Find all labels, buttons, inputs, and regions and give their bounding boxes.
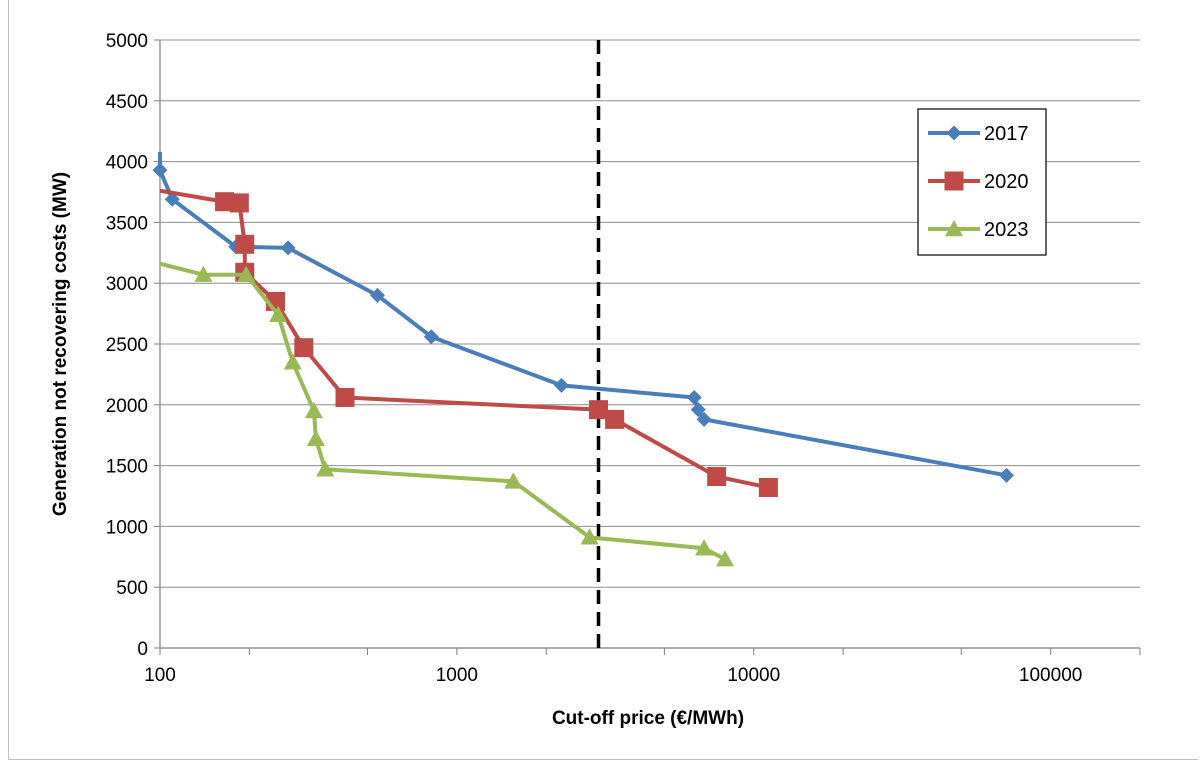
data-point: [423, 329, 439, 345]
data-point: [229, 193, 249, 213]
x-tick-label: 100: [144, 665, 176, 686]
y-tick-label: 3500: [106, 213, 148, 234]
data-point: [695, 539, 714, 556]
x-tick-label: 10000: [727, 665, 780, 686]
y-tick-label: 4000: [106, 153, 148, 174]
y-tick-label: 1500: [106, 457, 148, 478]
legend-item-2020: 2020: [928, 171, 1029, 193]
data-point: [605, 409, 625, 429]
y-tick-label: 0: [137, 639, 148, 660]
x-axis-title: Cut-off price (€/MWh): [552, 708, 744, 729]
data-point: [280, 240, 296, 256]
y-tick-label: 2000: [106, 396, 148, 417]
legend-label: 2017: [984, 123, 1029, 145]
y-tick-label: 4500: [106, 92, 148, 113]
series-2020: [159, 188, 778, 497]
data-point: [164, 191, 180, 207]
data-point: [294, 338, 314, 358]
legend-label: 2023: [984, 219, 1029, 241]
data-point: [152, 162, 168, 178]
series-line: [158, 151, 1007, 478]
chart-frame: [8, 0, 1198, 760]
data-point: [946, 125, 962, 141]
data-point: [707, 467, 727, 487]
series-2023: [159, 261, 734, 567]
y-tick-label: 1000: [106, 517, 148, 538]
data-point: [316, 460, 335, 477]
data-point: [237, 265, 256, 282]
series-group: [152, 151, 1014, 567]
axes: [154, 39, 1141, 655]
data-point: [690, 402, 706, 418]
data-point: [589, 400, 609, 420]
data-point: [715, 550, 734, 567]
data-point: [283, 353, 302, 370]
data-point: [696, 411, 712, 427]
legend-item-2023: 2023: [928, 219, 1029, 241]
legend-item-2017: 2017: [928, 123, 1029, 145]
data-point: [306, 429, 325, 447]
data-point: [758, 477, 778, 497]
x-axis-ticks: 100 1000 10000 100000: [144, 665, 1082, 686]
data-point: [553, 377, 569, 393]
data-point: [945, 220, 963, 237]
series-line: [159, 261, 726, 562]
data-point: [269, 305, 288, 323]
y-tick-label: 5000: [106, 31, 148, 52]
legend: 2017 2020 2023: [917, 108, 1047, 256]
data-point: [504, 472, 523, 489]
y-axis-ticks: 0 500 1000 1500 2000 2500 3000 3500 4000 4500 5000: [106, 31, 148, 660]
y-tick-label: 3000: [106, 274, 148, 295]
y-axis-title: Generation not recovering costs (MW): [50, 172, 71, 516]
x-tick-label: 100000: [1019, 665, 1082, 686]
data-point: [194, 265, 213, 282]
legend-label: 2020: [984, 171, 1029, 193]
data-point: [235, 234, 255, 254]
data-point: [335, 388, 355, 408]
data-point: [369, 287, 385, 303]
data-point: [215, 192, 235, 212]
data-point: [944, 171, 964, 191]
y-tick-label: 2500: [106, 335, 148, 356]
data-point: [580, 528, 599, 545]
data-point: [686, 390, 702, 406]
data-point: [998, 467, 1014, 483]
x-tick-label: 1000: [436, 665, 478, 686]
y-tick-label: 500: [116, 578, 148, 599]
data-point: [304, 401, 323, 419]
